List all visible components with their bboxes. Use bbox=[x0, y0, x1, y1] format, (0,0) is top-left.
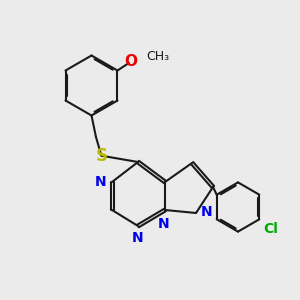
Text: N: N bbox=[200, 205, 212, 218]
Text: N: N bbox=[158, 217, 169, 231]
Text: N: N bbox=[132, 231, 144, 245]
Text: Cl: Cl bbox=[263, 222, 278, 236]
Text: S: S bbox=[95, 147, 107, 165]
Text: N: N bbox=[95, 175, 106, 189]
Text: CH₃: CH₃ bbox=[147, 50, 170, 63]
Text: O: O bbox=[124, 54, 137, 69]
